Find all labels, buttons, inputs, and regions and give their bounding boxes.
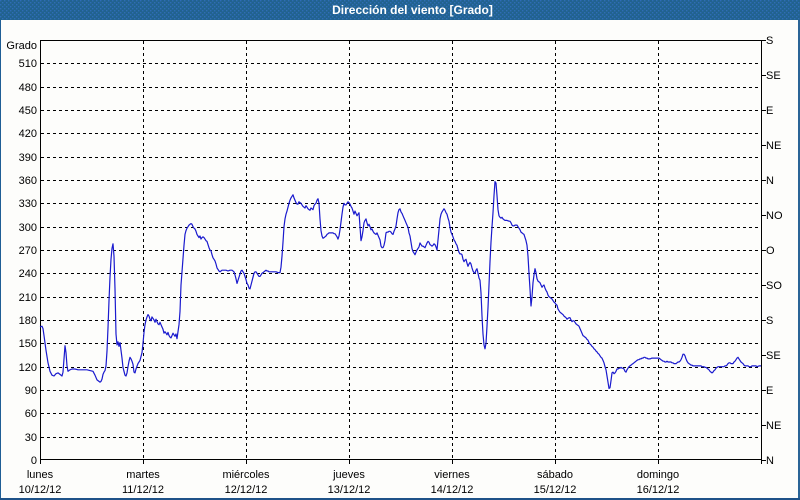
svg-text:Grado: Grado: [6, 40, 37, 52]
svg-text:11/12/12: 11/12/12: [122, 484, 164, 496]
svg-text:90: 90: [25, 385, 37, 397]
svg-text:10/12/12: 10/12/12: [19, 484, 62, 496]
svg-text:420: 420: [19, 128, 37, 140]
svg-text:120: 120: [19, 362, 37, 374]
svg-text:270: 270: [19, 245, 37, 257]
svg-text:S: S: [766, 315, 773, 327]
svg-text:S: S: [766, 35, 773, 47]
svg-text:O: O: [766, 245, 775, 257]
svg-text:lunes: lunes: [27, 469, 54, 481]
svg-text:510: 510: [19, 58, 37, 70]
svg-text:13/12/12: 13/12/12: [328, 484, 371, 496]
svg-text:sábado: sábado: [537, 469, 573, 481]
svg-text:NO: NO: [766, 210, 783, 222]
svg-text:0: 0: [31, 455, 37, 467]
svg-text:450: 450: [19, 105, 37, 117]
svg-text:15/12/12: 15/12/12: [534, 484, 577, 496]
svg-text:14/12/12: 14/12/12: [431, 484, 474, 496]
svg-text:domingo: domingo: [637, 469, 679, 481]
svg-text:E: E: [766, 385, 773, 397]
svg-text:60: 60: [25, 408, 37, 420]
svg-text:SE: SE: [766, 350, 781, 362]
svg-text:NE: NE: [766, 140, 781, 152]
svg-text:300: 300: [19, 222, 37, 234]
svg-text:240: 240: [19, 268, 37, 280]
svg-text:E: E: [766, 105, 773, 117]
svg-text:180: 180: [19, 315, 37, 327]
svg-text:viernes: viernes: [434, 469, 470, 481]
svg-text:martes: martes: [126, 469, 160, 481]
svg-text:N: N: [766, 175, 774, 187]
svg-text:jueves: jueves: [332, 469, 365, 481]
svg-text:N: N: [766, 455, 774, 467]
svg-text:480: 480: [19, 82, 37, 94]
svg-text:390: 390: [19, 152, 37, 164]
svg-text:12/12/12: 12/12/12: [225, 484, 268, 496]
svg-text:SE: SE: [766, 70, 781, 82]
svg-text:16/12/12: 16/12/12: [637, 484, 680, 496]
svg-text:330: 330: [19, 198, 37, 210]
svg-text:150: 150: [19, 338, 37, 350]
svg-text:210: 210: [19, 292, 37, 304]
svg-text:SO: SO: [766, 280, 782, 292]
svg-text:miércoles: miércoles: [222, 469, 270, 481]
svg-text:30: 30: [25, 432, 37, 444]
svg-text:360: 360: [19, 175, 37, 187]
svg-text:NE: NE: [766, 420, 781, 432]
